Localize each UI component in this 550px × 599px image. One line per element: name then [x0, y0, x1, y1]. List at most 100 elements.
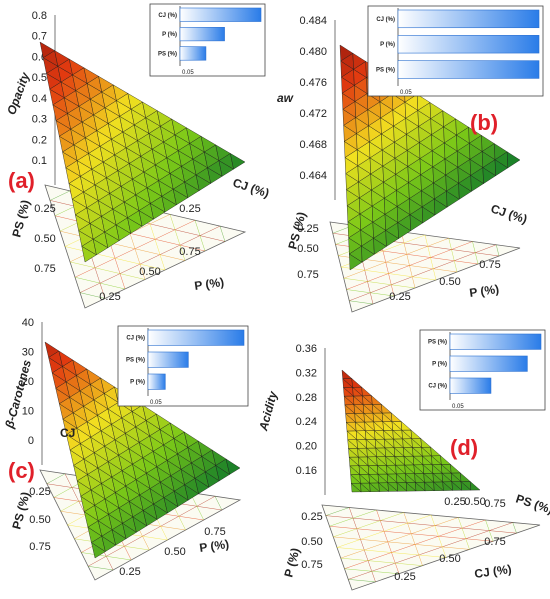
z-tick-label: 0.1 — [32, 155, 47, 167]
surface-facet — [142, 101, 158, 119]
component-axis-label: PS (%) — [9, 198, 32, 238]
component-tick-label: 0.75 — [484, 498, 505, 510]
floor-contour-line — [340, 517, 459, 559]
floor-contour-line — [49, 190, 71, 201]
floor-contour-line — [336, 547, 447, 558]
surface-facet — [420, 438, 432, 448]
component-tick-label: 0.75 — [479, 259, 500, 271]
component-axis-label: CJ (%) — [489, 202, 529, 227]
floor-contour-line — [348, 579, 376, 583]
component-tick-label: 0.50 — [34, 233, 55, 245]
component-tick-label: 0.50 — [439, 553, 460, 565]
inset-bar — [449, 377, 492, 394]
floor-contour-line — [448, 238, 458, 273]
component-tick-label: 0.25 — [297, 223, 318, 235]
floor-contour-line — [333, 536, 470, 550]
surface-facet — [156, 110, 173, 127]
surface-facet — [171, 118, 187, 136]
inset-factor-label: CJ (%) — [158, 13, 177, 19]
inset-bar — [449, 333, 542, 350]
z-tick-label: 40 — [22, 317, 34, 329]
z-tick-label: 0.464 — [299, 170, 327, 182]
inset-bar — [179, 46, 207, 61]
floor-contour-line — [325, 507, 350, 516]
floor-contour-line — [336, 514, 432, 548]
floor-contour-line — [340, 266, 437, 281]
z-tick-label: 0.484 — [299, 15, 327, 27]
component-tick-label: 0.50 — [164, 546, 185, 558]
floor-contour-line — [81, 552, 132, 561]
inset-pareto-chart: CJ (%) PS (%) P (%) 0.05 — [117, 325, 249, 407]
inset-factor-label: P (%) — [380, 42, 395, 48]
inset-factor-label: CJ (%) — [376, 17, 395, 23]
z-tick-label: 20 — [22, 376, 34, 388]
surface-facet — [170, 422, 185, 439]
surface-facet — [361, 386, 373, 397]
z-axis-label: Acidity — [256, 389, 280, 434]
surface-facet — [442, 110, 457, 128]
component-axis-label: P (%) — [193, 275, 224, 293]
surface-facet — [351, 378, 363, 388]
component-tick-label: 0.25 — [444, 496, 465, 508]
inset-threshold-label: 0.05 — [452, 404, 464, 410]
surface-facet — [455, 118, 469, 136]
inset-bar — [449, 355, 528, 372]
component-tick-label: 0.25 — [389, 291, 410, 303]
z-tick-label: 0.2 — [32, 134, 47, 146]
panel-letter: (a) — [8, 168, 35, 193]
component-tick-label: 0.50 — [439, 276, 460, 288]
component-tick-label: 0.25 — [394, 571, 415, 583]
surface-facet — [211, 449, 227, 466]
surface-facet — [68, 58, 85, 76]
floor-contour-line — [458, 517, 470, 550]
z-tick-label: 0.16 — [296, 465, 317, 477]
floor-contour-line — [194, 220, 206, 252]
z-tick-label: 0.472 — [299, 108, 327, 120]
floor-contour-line — [340, 557, 423, 566]
surface-facet — [450, 463, 461, 474]
z-axis-label: aw — [277, 91, 294, 105]
inset-bar — [147, 351, 189, 368]
z-tick-label: 0.36 — [296, 343, 317, 355]
z-tick-label: 0 — [28, 435, 34, 447]
floor-contour-line — [401, 231, 416, 289]
surface-facet — [391, 412, 402, 422]
surface-facet — [410, 429, 422, 439]
z-tick-label: 0.480 — [299, 46, 327, 58]
floor-contour-line — [485, 519, 494, 542]
surface-facet — [186, 127, 202, 144]
floor-contour-line — [496, 244, 500, 257]
z-tick-label: 0.7 — [32, 31, 47, 43]
component-tick-label: 0.25 — [29, 486, 50, 498]
chart-panel-d: 0.36 0.32 0.28 0.24 0.20 0.16 Acidity P (%) CJ (… — [256, 329, 550, 591]
component-axis-label: CJ (%) — [231, 176, 271, 201]
floor-contour-line — [329, 509, 377, 527]
component-tick-label: 0.75 — [297, 269, 318, 281]
surface-facet — [400, 420, 412, 431]
floor-contour-line — [79, 225, 221, 293]
surface-facet — [127, 93, 143, 110]
surface-facet — [83, 67, 99, 84]
z-axis-label: β-Carotenes — [2, 358, 34, 431]
component-tick-label: 0.25 — [99, 291, 120, 303]
surface-facet — [86, 368, 102, 385]
component-tick-label: 0.50 — [139, 266, 160, 278]
surface-facet — [72, 359, 88, 376]
floor-contour-line — [74, 277, 126, 290]
component-axis-label: CJ (%) — [473, 562, 512, 581]
surface-facet — [215, 144, 231, 161]
inset-threshold-label: 0.05 — [182, 70, 194, 76]
inset-bar — [397, 60, 540, 79]
inset-factor-label: PS (%) — [158, 51, 177, 57]
component-tick-label: 0.75 — [34, 263, 55, 275]
surface-facet — [183, 431, 199, 448]
component-axis-label: CJ — [60, 426, 75, 440]
surface-facet — [39, 41, 56, 59]
panel-letter: (c) — [8, 458, 35, 483]
inset-bar — [397, 9, 540, 29]
z-tick-label: 0.5 — [32, 72, 47, 84]
component-tick-label: 0.75 — [301, 559, 322, 571]
z-tick-label: 0.4 — [32, 93, 47, 105]
inset-factor-label: P (%) — [130, 380, 145, 386]
